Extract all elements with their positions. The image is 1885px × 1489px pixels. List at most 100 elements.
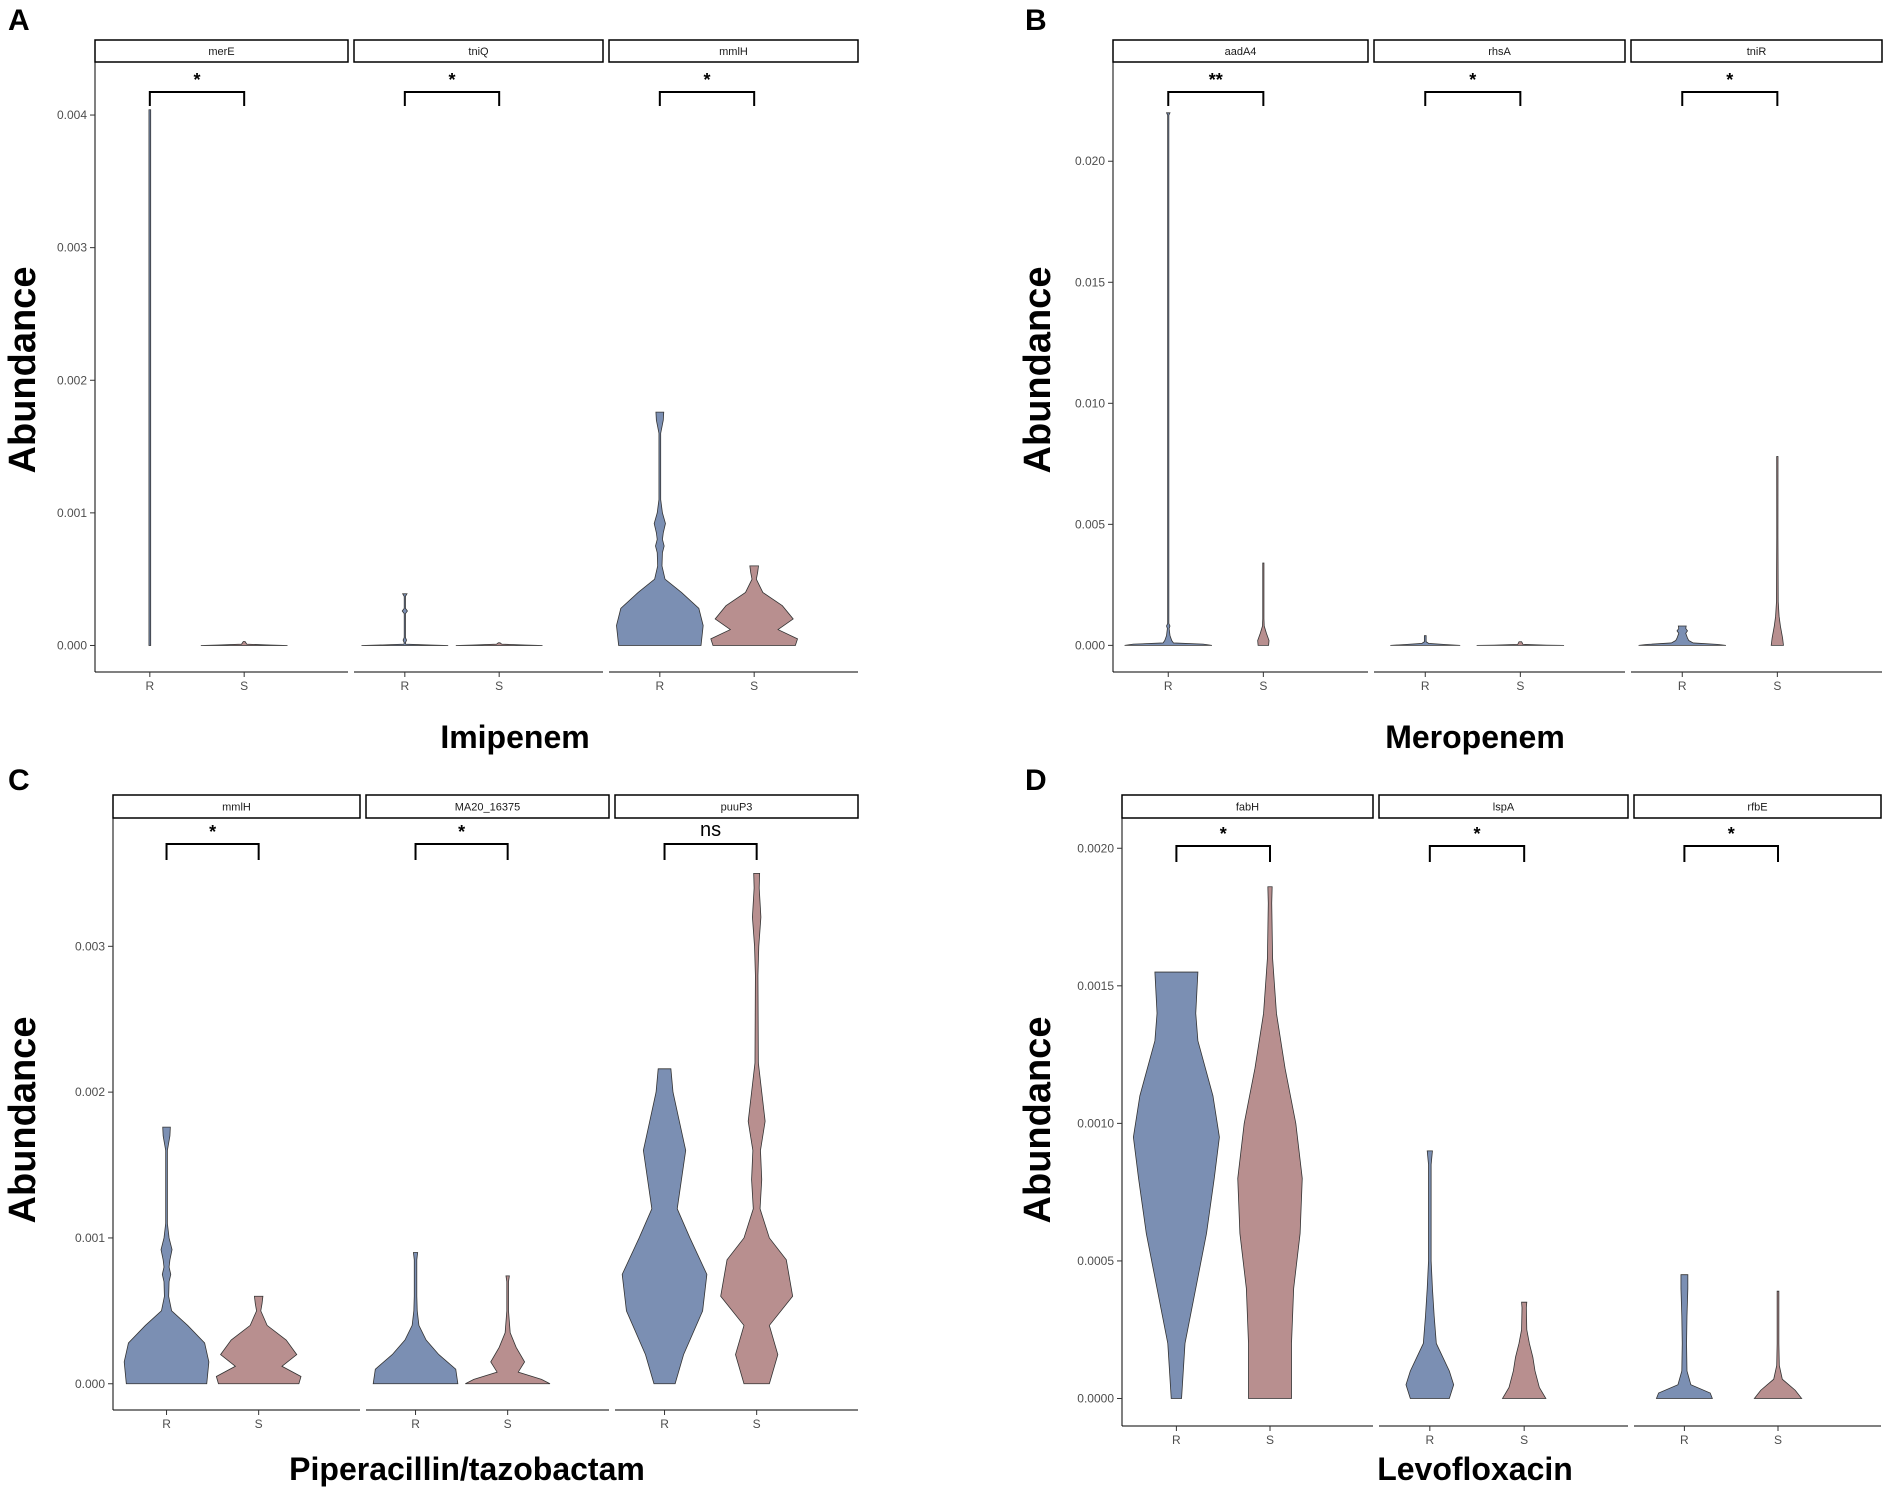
x-tick-label: S [495, 679, 503, 693]
x-tick-label: R [655, 679, 664, 693]
significance-bracket [165, 843, 260, 860]
facet-tniQ: tniQ R S * [353, 39, 604, 693]
violin-R [1132, 971, 1220, 1399]
y-tick-label: 0.0005 [1077, 1254, 1114, 1268]
facet-strip-label: MA20_16375 [455, 802, 520, 814]
panel-letter: C [8, 764, 30, 797]
y-axis-title: Abundance [2, 1017, 44, 1224]
violin-S [455, 642, 543, 646]
facet-rhsA: rhsA R S * [1373, 39, 1626, 693]
significance-label: * [1728, 824, 1735, 844]
x-tick-label: S [255, 1417, 263, 1431]
significance-label: * [448, 70, 455, 90]
x-tick-label: S [1516, 679, 1524, 693]
y-tick-label: 0.001 [75, 1231, 105, 1245]
significance-bracket [1175, 845, 1272, 862]
violin-S [1237, 886, 1303, 1399]
significance-label: * [1220, 824, 1227, 844]
x-tick-label: R [1678, 679, 1687, 693]
violin-S [200, 641, 288, 646]
y-tick-label: 0.000 [1075, 638, 1105, 652]
violin-S [1770, 456, 1784, 646]
facet-strip [1373, 39, 1626, 63]
facet-strip [1112, 39, 1369, 63]
significance-label: * [209, 822, 216, 842]
y-tick-label: 0.010 [1075, 396, 1105, 410]
significance-bracket [1424, 91, 1522, 106]
facet-strip-label: rfbE [1747, 802, 1767, 814]
y-tick-label: 0.004 [57, 108, 87, 122]
y-tick-label: 0.001 [57, 506, 87, 520]
facet-strip [608, 39, 859, 63]
facet-strip [112, 794, 361, 819]
x-tick-label: R [1425, 1433, 1434, 1447]
y-axis-title: Abundance [2, 267, 44, 474]
x-tick-label: S [1520, 1433, 1528, 1447]
facet-mmlH: mmlH R S * [608, 39, 859, 693]
facet-strip-label: mmlH [719, 46, 748, 58]
violin-R [1655, 1274, 1713, 1399]
facet-strip-label: aadA4 [1225, 46, 1257, 58]
x-axis-title: Meropenem [1385, 719, 1565, 755]
y-tick-label: 0.005 [1075, 517, 1105, 531]
y-tick-label: 0.0015 [1077, 979, 1114, 993]
x-tick-label: S [753, 1417, 761, 1431]
facet-strip [1121, 794, 1374, 819]
x-tick-label: R [162, 1417, 171, 1431]
facet-strip-label: rhsA [1488, 46, 1511, 58]
x-tick-label: R [1164, 679, 1173, 693]
facet-strip-label: puuP3 [721, 802, 753, 814]
y-axis-title: Abundance [1017, 267, 1059, 474]
y-tick-label: 0.0000 [1077, 1391, 1114, 1405]
violin-R [1638, 625, 1726, 646]
x-axis-title: Imipenem [440, 719, 589, 755]
facet-strip-label: fabH [1236, 802, 1259, 814]
y-tick-label: 0.000 [75, 1377, 105, 1391]
facet-mmlH: mmlH R S * [112, 794, 361, 1431]
facet-strip [1630, 39, 1883, 63]
x-tick-label: R [1172, 1433, 1181, 1447]
facet-merE: merE R S * [94, 39, 349, 693]
significance-bracket [1167, 91, 1265, 106]
violin-S [710, 565, 799, 646]
x-tick-label: R [145, 679, 154, 693]
panel-A: A Abundance 0.000 0.001 0.002 0.003 0.004 Imipe… [2, 4, 859, 755]
facet-puuP3: puuP3 R Sns [614, 794, 859, 1431]
x-tick-label: R [660, 1417, 669, 1431]
significance-bracket [1428, 845, 1526, 862]
violin-R [1124, 112, 1213, 646]
violin-R [361, 593, 449, 646]
facet-strip [353, 39, 604, 63]
violin-R [123, 1126, 210, 1385]
violin-S [1501, 1301, 1547, 1399]
facet-strip-label: tniR [1747, 46, 1767, 58]
y-tick-label: 0.002 [57, 373, 87, 387]
facet-tniR: tniR R S * [1630, 39, 1883, 693]
violin-S [1753, 1290, 1803, 1399]
facet-strip [1633, 794, 1882, 819]
significance-label: * [458, 822, 465, 842]
significance-label: * [193, 70, 200, 90]
panel-letter: B [1025, 4, 1047, 37]
x-tick-label: S [1774, 1433, 1782, 1447]
panel-B: B Abundance 0.000 0.005 0.010 0.015 0.020 Merop… [1017, 4, 1883, 755]
x-tick-label: S [750, 679, 758, 693]
panel-D: D Abundance 0.0000 0.0005 0.0010 0.0015 0.0020… [1017, 764, 1882, 1487]
panel-letter: D [1025, 764, 1047, 797]
significance-bracket [403, 91, 501, 106]
facet-strip [365, 794, 610, 819]
violin-R [1405, 1150, 1455, 1399]
facet-lspA: lspA R S * [1378, 794, 1629, 1447]
y-axis-title: Abundance [1017, 1017, 1059, 1224]
significance-label: * [1469, 70, 1476, 90]
x-tick-label: S [1259, 679, 1267, 693]
violin-S [1476, 641, 1565, 646]
violin-R [616, 411, 704, 646]
violin-S [720, 873, 794, 1385]
significance-label: * [703, 70, 710, 90]
facet-strip-label: tniQ [468, 46, 489, 58]
facet-MA20_16375: MA20_16375 R S * [365, 794, 610, 1431]
y-tick-label: 0.002 [75, 1085, 105, 1099]
facet-strip [1378, 794, 1629, 819]
